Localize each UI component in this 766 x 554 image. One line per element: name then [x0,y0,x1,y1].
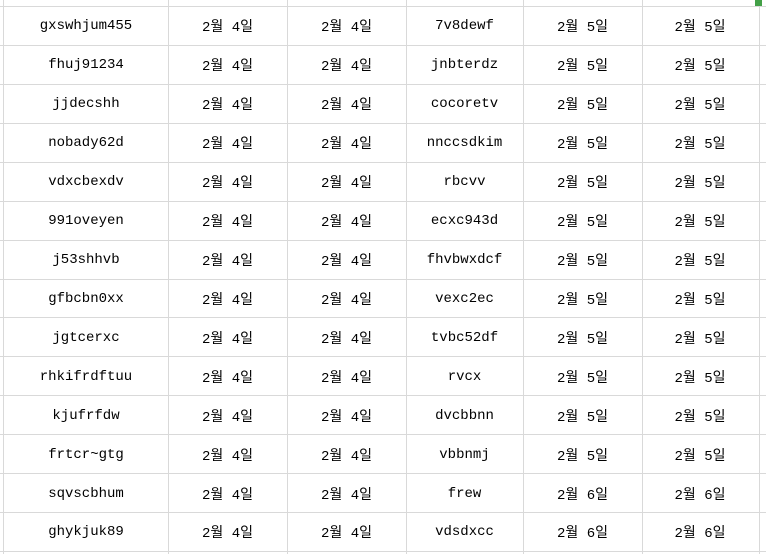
date-cell[interactable]: 2월 4일 [202,98,253,115]
date-cell[interactable]: 2월 6일 [674,487,726,504]
date-cell[interactable]: 2월 4일 [202,370,253,387]
username-cell[interactable]: ghykjuk89 [48,524,124,541]
username-cell[interactable]: rhkifrdftuu [39,368,133,385]
date-cell[interactable]: 2월 4일 [321,331,372,348]
date-cell[interactable]: 2월 5일 [674,370,726,387]
date-cell[interactable]: 2월 4일 [321,137,372,154]
username-cell[interactable]: gxswhjum455 [39,18,133,35]
date-cell[interactable]: 2월 4일 [202,59,253,76]
username-cell[interactable]: j53shhvb [52,251,120,268]
username-cell[interactable]: dvcbbnn [435,407,494,424]
username-cell[interactable]: kjufrfdw [52,407,120,424]
date-cell[interactable]: 2월 5일 [557,59,608,76]
date-cell[interactable]: 2월 4일 [202,448,253,465]
date-cell[interactable]: 2월 4일 [321,20,372,37]
username-cell[interactable]: vexc2ec [435,290,494,307]
date-cell[interactable]: 2월 4일 [202,215,253,232]
username-cell[interactable]: tvbc52df [430,329,499,346]
date-cell[interactable]: 2월 5일 [674,137,726,154]
username-cell[interactable]: fhuj91234 [48,57,124,74]
username-cell[interactable]: 7v8dewf [435,18,494,35]
username-cell[interactable]: vbbnmj [439,446,490,463]
date-cell[interactable]: 2월 5일 [674,59,726,76]
date-cell[interactable]: 2월 6일 [674,526,726,543]
date-cell[interactable]: 2월 5일 [557,292,608,309]
username-cell[interactable]: rbcvv [443,174,486,191]
date-cell[interactable]: 2월 5일 [557,409,608,426]
date-cell[interactable]: 2월 4일 [321,487,372,504]
date-cell[interactable]: 2월 5일 [674,98,726,115]
date-cell[interactable]: 2월 6일 [557,526,608,543]
date-cell[interactable]: 2월 4일 [321,253,372,270]
date-cell[interactable]: 2월 4일 [202,526,253,543]
username-cell[interactable]: rvcx [447,368,482,385]
username-cell[interactable]: gfbcbn0xx [48,290,124,307]
username-cell[interactable]: jgtcerxc [52,329,120,346]
date-cell[interactable]: 2월 5일 [557,253,608,270]
date-cell[interactable]: 2월 4일 [321,448,372,465]
username-cell[interactable]: cocoretv [430,96,499,113]
date-cell[interactable]: 2월 5일 [674,20,726,37]
date-cell[interactable]: 2월 5일 [674,409,726,426]
date-cell[interactable]: 2월 5일 [557,215,608,232]
date-cell[interactable]: 2월 4일 [321,98,372,115]
username-cell[interactable]: sqvscbhum [48,485,124,502]
date-cell[interactable]: 2월 4일 [202,20,253,37]
date-cell[interactable]: 2월 5일 [674,215,726,232]
date-cell[interactable]: 2월 4일 [321,526,372,543]
username-cell[interactable]: vdsdxcc [435,524,494,541]
date-cell[interactable]: 2월 5일 [674,253,726,270]
date-cell[interactable]: 2월 4일 [321,59,372,76]
date-cell[interactable]: 2월 5일 [674,331,726,348]
date-cell[interactable]: 2월 5일 [557,331,608,348]
date-cell[interactable]: 2월 4일 [321,292,372,309]
date-cell[interactable]: 2월 5일 [557,137,608,154]
date-cell[interactable]: 2월 5일 [557,20,608,37]
username-cell[interactable]: jjdecshh [52,96,120,113]
date-cell[interactable]: 2월 5일 [557,98,608,115]
username-cell[interactable]: ecxc943d [430,213,499,230]
date-cell[interactable]: 2월 4일 [202,487,253,504]
date-cell[interactable]: 2월 5일 [674,448,726,465]
username-cell[interactable]: nobady62d [48,135,124,152]
username-cell[interactable]: fhvbwxdcf [426,251,503,268]
date-cell[interactable]: 2월 4일 [321,409,372,426]
date-cell[interactable]: 2월 4일 [321,215,372,232]
date-cell[interactable]: 2월 4일 [202,137,253,154]
username-cell[interactable]: frtcr~gtg [48,446,124,463]
date-cell[interactable]: 2월 4일 [321,370,372,387]
username-cell[interactable]: 991oveyen [48,213,124,230]
date-cell[interactable]: 2월 5일 [674,176,726,193]
date-cell[interactable]: 2월 5일 [557,370,608,387]
date-cell[interactable]: 2월 5일 [557,448,608,465]
date-cell[interactable]: 2월 4일 [202,253,253,270]
selection-fill-handle[interactable] [755,0,762,6]
username-cell[interactable]: vdxcbexdv [48,174,124,191]
date-cell[interactable]: 2월 6일 [557,487,608,504]
date-cell[interactable]: 2월 4일 [202,292,253,309]
username-cell[interactable]: nnccsdkim [426,135,503,152]
username-cell[interactable]: frew [447,485,482,502]
date-cell[interactable]: 2월 5일 [557,176,608,193]
date-cell[interactable]: 2월 4일 [321,176,372,193]
date-cell[interactable]: 2월 4일 [202,409,253,426]
grid-line-vertical [759,0,760,554]
cell-area: gxswhjum455 2월 4일 2월 4일 7v8dewf 2월 5일 2월 5일 fh… [4,7,758,552]
username-cell[interactable]: jnbterdz [430,57,499,74]
date-cell[interactable]: 2월 5일 [674,292,726,309]
date-cell[interactable]: 2월 4일 [202,176,253,193]
date-cell[interactable]: 2월 4일 [202,331,253,348]
